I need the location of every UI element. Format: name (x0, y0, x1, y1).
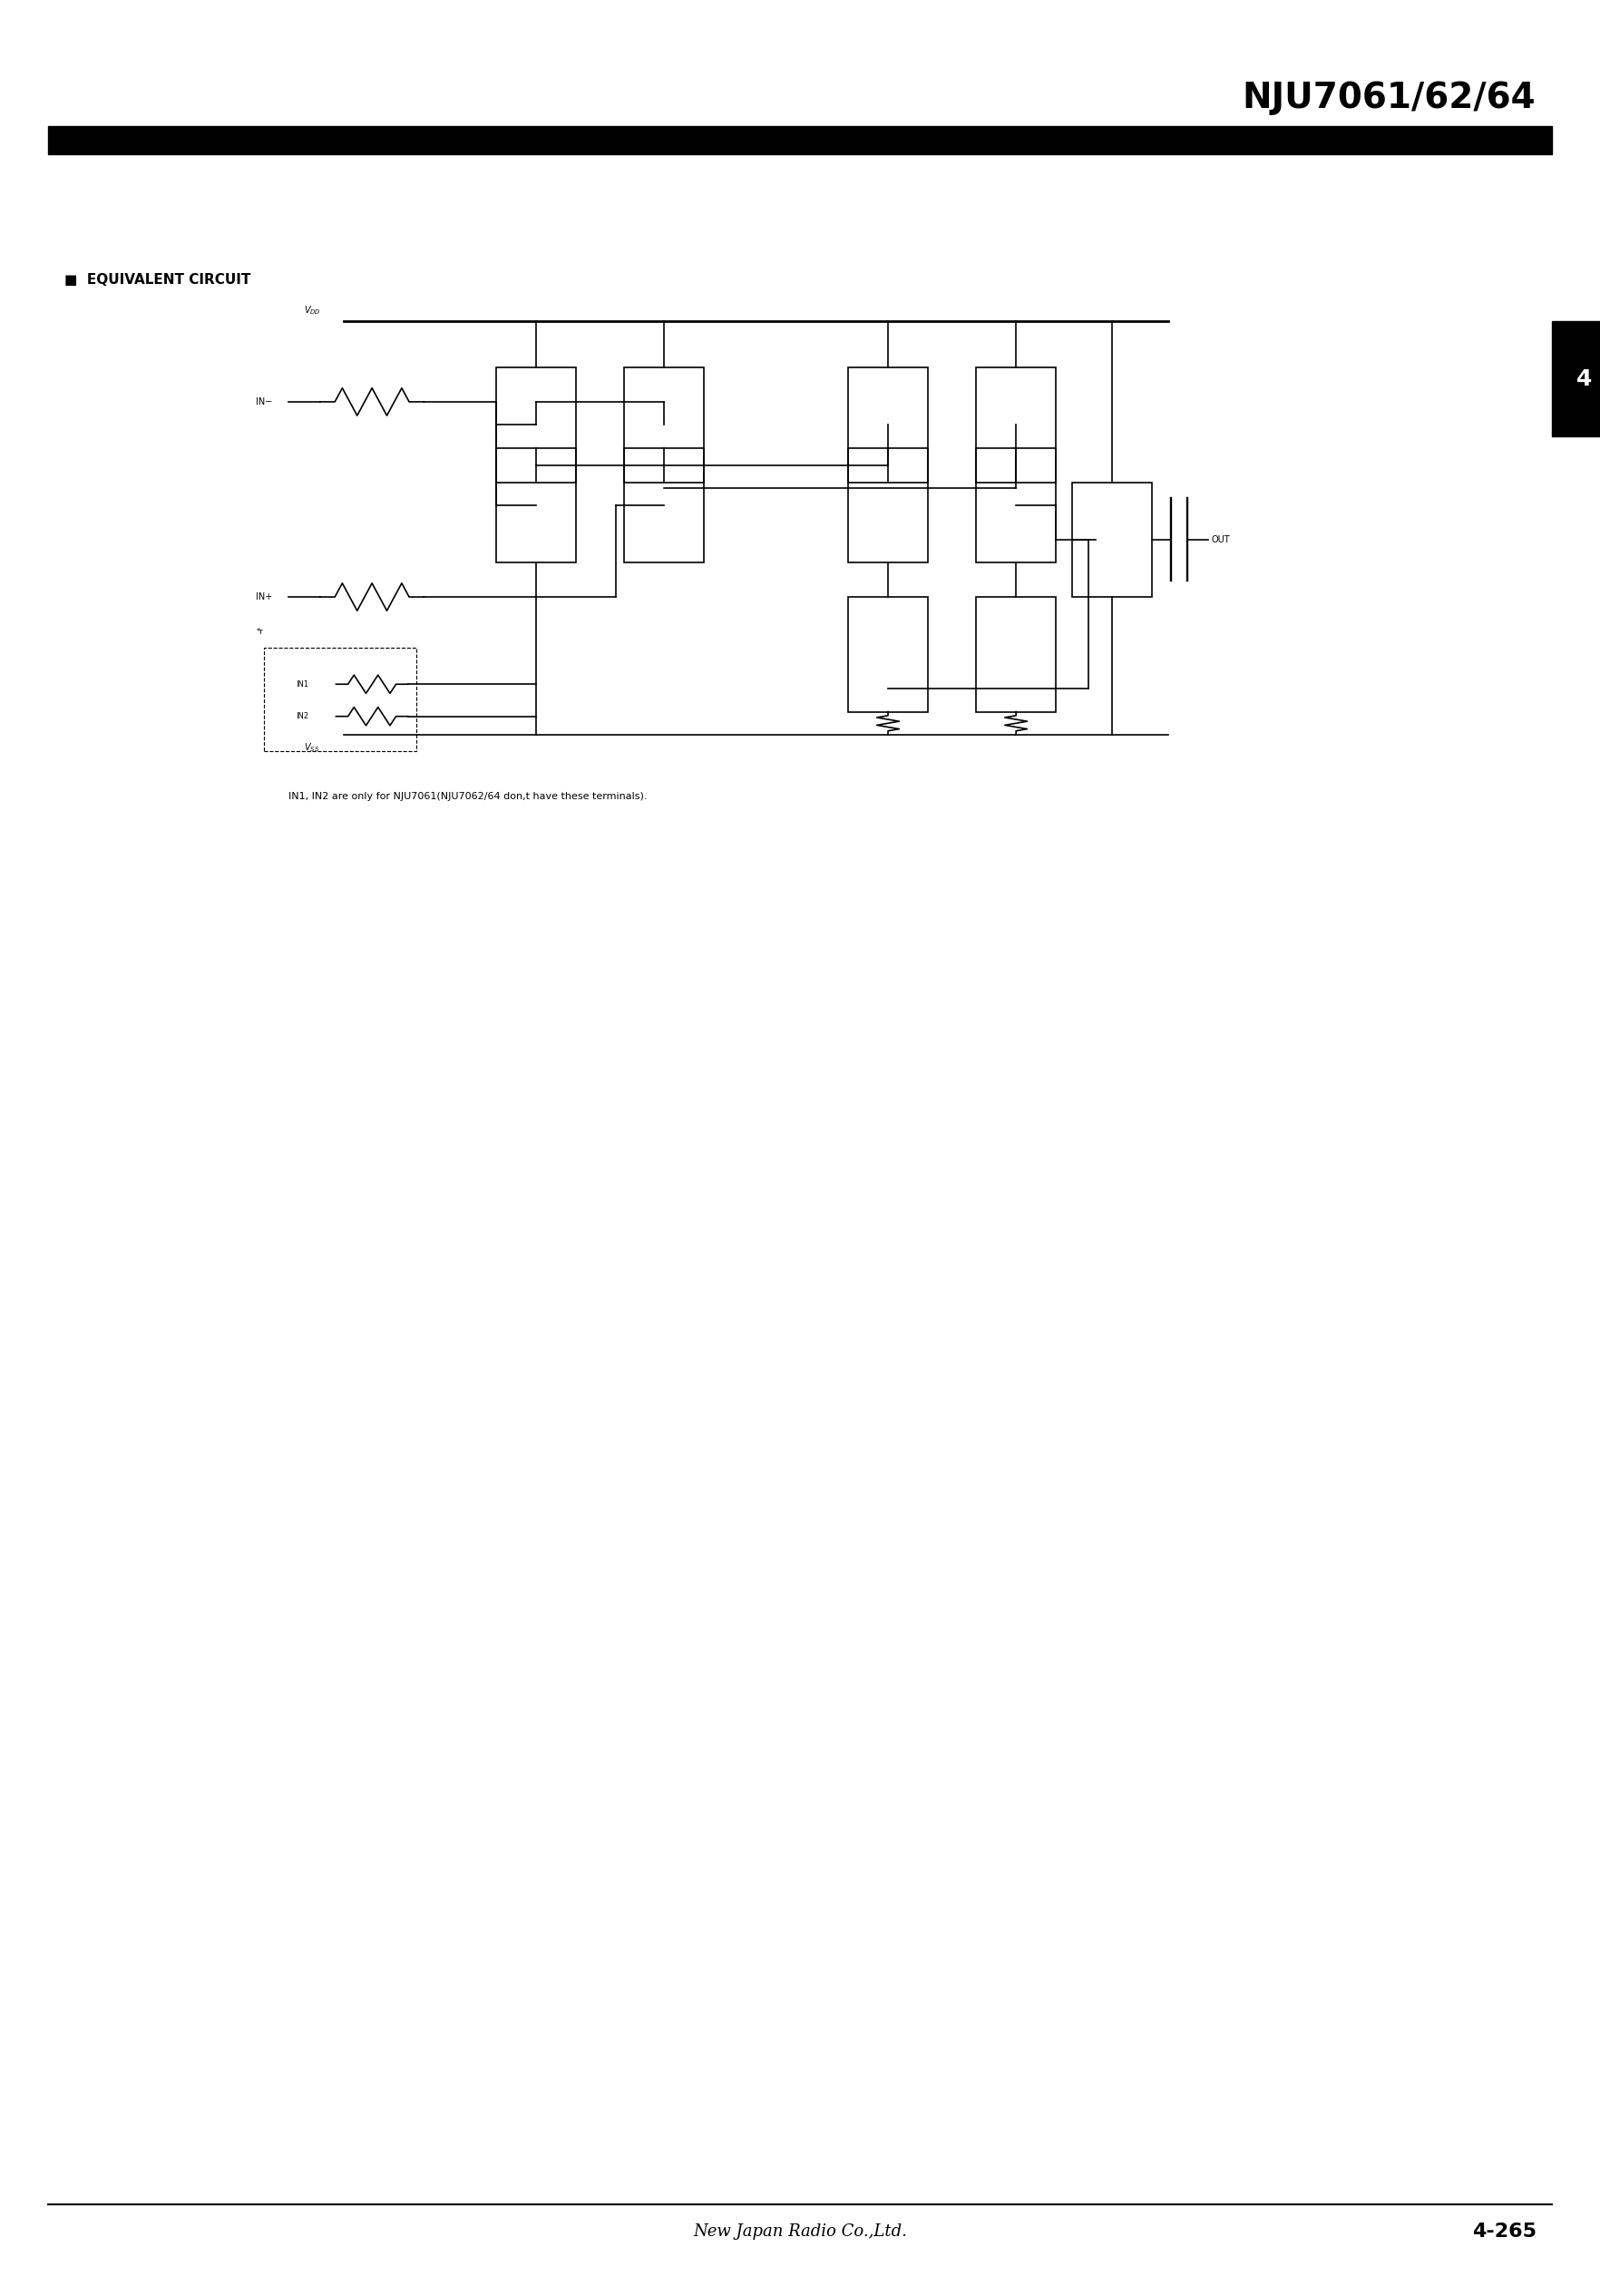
Bar (496, 448, 576, 563)
Text: IN+: IN+ (256, 592, 272, 602)
Bar (264, 647, 416, 751)
Bar (976, 597, 1056, 712)
Text: IN2: IN2 (296, 712, 309, 721)
Text: ■  EQUIVALENT CIRCUIT: ■ EQUIVALENT CIRCUIT (64, 273, 250, 287)
Text: $V_{DD}$: $V_{DD}$ (304, 305, 320, 317)
Text: New Japan Radio Co.,Ltd.: New Japan Radio Co.,Ltd. (693, 2223, 907, 2241)
Text: 4-265: 4-265 (1472, 2223, 1536, 2241)
Bar (976, 448, 1056, 563)
Bar (848, 448, 928, 563)
Text: OUT: OUT (1211, 535, 1230, 544)
Bar (48, 126, 1552, 154)
Text: IN−: IN− (256, 397, 272, 406)
Bar (496, 367, 576, 482)
Bar (624, 448, 704, 563)
Bar (1072, 482, 1152, 597)
Text: NJU7061/62/64: NJU7061/62/64 (1243, 80, 1536, 115)
Bar (848, 597, 928, 712)
Bar (624, 367, 704, 482)
Text: *r: *r (256, 627, 262, 636)
Text: 4: 4 (1576, 367, 1592, 390)
Bar (1552, 321, 1600, 436)
Text: $V_{SS}$: $V_{SS}$ (304, 742, 320, 753)
Text: IN1, IN2 are only for NJU7061(NJU7062/64 don,t have these terminals).: IN1, IN2 are only for NJU7061(NJU7062/64… (288, 792, 646, 801)
Bar (976, 367, 1056, 482)
Bar (848, 367, 928, 482)
Text: IN1: IN1 (296, 680, 309, 689)
